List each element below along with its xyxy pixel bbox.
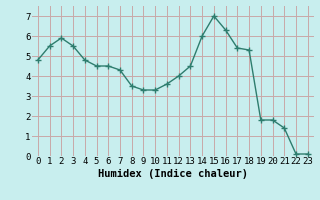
X-axis label: Humidex (Indice chaleur): Humidex (Indice chaleur) — [98, 169, 248, 179]
